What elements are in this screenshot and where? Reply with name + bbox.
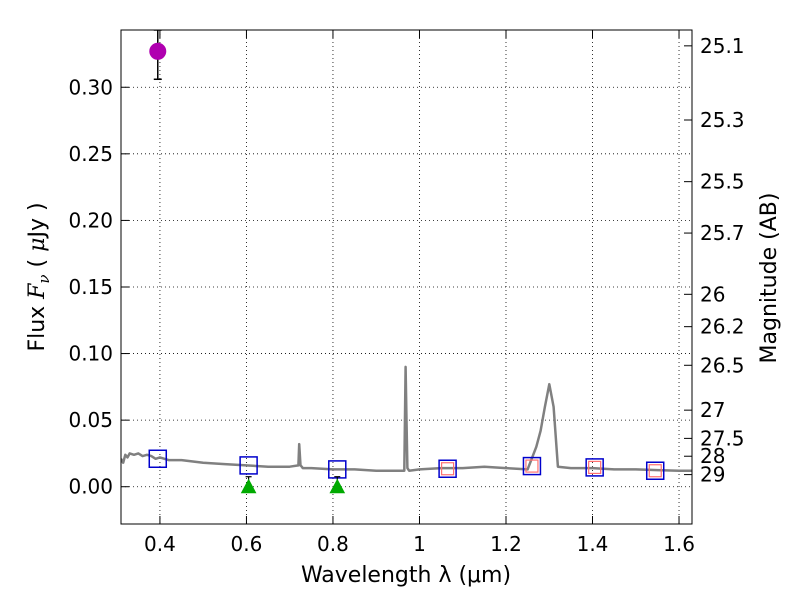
observed-flux-box (588, 460, 602, 475)
mag-tick-label: 25.1 (700, 34, 745, 58)
upper-limit-triangle (329, 478, 346, 494)
plot-area (121, 30, 692, 494)
model-photometry-box (148, 449, 168, 469)
mag-tick-label: 26.5 (700, 353, 745, 377)
x-tick-label: 0.4 (144, 532, 176, 556)
y-tick-label: 0.25 (68, 142, 113, 166)
x-axis-label: Wavelength λ (μm) (301, 563, 511, 588)
model-photometry-box (438, 459, 457, 478)
observed-flux-box (525, 459, 539, 473)
observed-flux-box (440, 462, 455, 476)
y-tick-label: 0.10 (68, 342, 113, 366)
model-photometry-box (522, 456, 542, 476)
mag-tick-label: 26.2 (700, 315, 745, 339)
y-tick-label: 0.05 (68, 408, 113, 432)
y-axis-label: Flux Fν ( μJy ) (25, 202, 53, 351)
upper-limit-triangle (240, 478, 257, 494)
axes: 0.4 0.6 0.8 1 1.2 1.4 1.6 0.00 0.05 0.10 0.15 0.20 0… (68, 30, 745, 556)
model-spectrum-line (121, 365, 692, 472)
mag-tick-label: 27.5 (700, 426, 745, 450)
y-tick-label: 0.00 (68, 475, 113, 499)
mag-tick-label: 25.7 (700, 221, 745, 245)
y-tick-label: 0.15 (68, 275, 113, 299)
x-tick-label: 1.4 (577, 532, 609, 556)
y-tick-label: 0.30 (68, 75, 113, 99)
model-photometry-box (645, 461, 665, 480)
x-tick-label: 1.2 (490, 532, 522, 556)
mag-tick-label: 29 (700, 463, 725, 487)
x-tick-label: 1.6 (663, 532, 695, 556)
plot-frame (120, 29, 693, 525)
mag-tick-label: 28 (700, 444, 725, 468)
x-tick-label: 0.8 (317, 532, 349, 556)
mag-tick-label: 25.5 (700, 170, 745, 194)
right-axis-label: Magnitude (AB) (757, 193, 782, 364)
mag-tick-label: 26 (700, 282, 725, 306)
model-photometry-box (585, 458, 604, 477)
observed-flux-box (648, 464, 662, 478)
mag-tick-label: 27 (700, 398, 725, 422)
detection-point (149, 42, 167, 60)
mag-tick-label: 25.3 (700, 108, 745, 132)
x-tick-label: 1 (413, 532, 426, 556)
model-photometry-box (239, 456, 258, 475)
y-tick-label: 0.20 (68, 208, 113, 232)
x-tick-label: 0.6 (231, 532, 263, 556)
